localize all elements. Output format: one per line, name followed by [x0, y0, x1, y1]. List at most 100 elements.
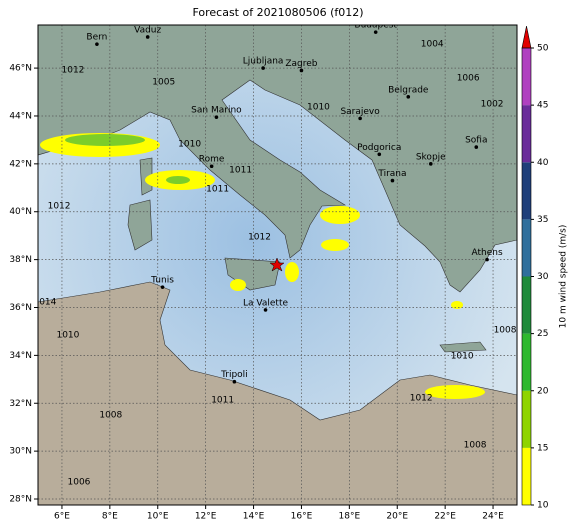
colorbar-tick-label: 15: [537, 443, 548, 453]
isobar-label: 1010: [56, 331, 79, 341]
y-tick-label: 28°N: [9, 495, 32, 505]
title: Forecast of 2021080506 (f012): [192, 6, 363, 19]
x-tick-label: 18°E: [339, 512, 361, 522]
city-label: Zagreb: [285, 59, 317, 69]
land-corsica: [139, 157, 153, 196]
city-dot: [428, 162, 433, 166]
map-labels: 1004 1012 1005 1010 1002 1006 1010 1011 1011 1012…: [33, 21, 517, 488]
city-label: Athens: [471, 248, 502, 258]
wind-patch: [230, 279, 246, 291]
city-label: San Marino: [191, 106, 242, 116]
y-tick-label: 30°N: [9, 447, 32, 457]
city-dot: [373, 30, 378, 34]
wind-patch: [451, 301, 463, 309]
colorbar-tick-label: 25: [537, 329, 548, 339]
city-label: Belgrade: [388, 85, 429, 95]
city-dot: [232, 379, 237, 384]
colorbar: 10 15 20 25 30 35 40 45 50 10 m wind speed (m/s): [521, 25, 569, 511]
map-frame: [37, 24, 518, 506]
isobar-label: 1012: [48, 201, 71, 211]
colorbar-tick-label: 40: [537, 158, 549, 168]
city-dot: [209, 164, 214, 169]
city-label: Rome: [199, 155, 225, 165]
x-tick-label: 8°E: [102, 512, 118, 522]
map-area: 1004 1012 1005 1010 1002 1006 1010 1011 1011 1012…: [33, 21, 517, 505]
land-crete: [439, 341, 487, 353]
colorbar-segment: [522, 48, 531, 106]
y-tick-label: 38°N: [9, 255, 32, 265]
isobar-label: 1008: [494, 325, 517, 335]
x-tick-label: 24°E: [482, 512, 504, 522]
axes: 6°E 8°E 10°E 12°E 14°E 16°E 18°E 20°E 22°E 24°E 28…: [9, 64, 504, 522]
city-label: Tunis: [150, 276, 174, 286]
y-tick-label: 34°N: [9, 351, 32, 361]
city-dot: [485, 257, 489, 262]
city-label: Podgorica: [357, 143, 401, 153]
city-dot: [263, 308, 268, 312]
wind-patch: [320, 206, 360, 224]
city-label: Budapest: [354, 21, 397, 31]
city-dot: [160, 285, 165, 289]
city-dot: [95, 42, 99, 46]
isobar-label: 1012: [62, 66, 85, 76]
colorbar-tick-label: 45: [537, 101, 548, 111]
wind-patch: [65, 134, 145, 146]
colorbar-segment: [522, 276, 531, 334]
x-tick-label: 16°E: [291, 512, 313, 522]
y-tick-label: 36°N: [9, 303, 32, 313]
y-tick-label: 42°N: [9, 159, 32, 169]
colorbar-segment: [522, 333, 531, 391]
city-dot: [358, 116, 362, 121]
isobar-label: 1011: [211, 396, 234, 406]
x-tick-label: 6°E: [54, 512, 70, 522]
colorbar-segment: [522, 219, 531, 277]
colorbar-extend: [521, 25, 532, 49]
colorbar-tick-label: 20: [537, 386, 549, 396]
x-tick-label: 12°E: [195, 512, 217, 522]
colorbar-tick-label: 10: [537, 501, 549, 511]
isobar-label: 1010: [451, 352, 474, 362]
land-sardinia: [127, 199, 153, 251]
isobar-label: 1008: [99, 411, 122, 421]
city-dot: [145, 35, 150, 39]
city-label: Bern: [86, 33, 107, 43]
y-tick-label: 44°N: [9, 111, 32, 121]
city-dot: [377, 152, 382, 157]
colorbar-segment: [522, 162, 531, 220]
isobar-label: 1010: [178, 139, 201, 149]
colorbar-tick-label: 35: [537, 215, 548, 225]
isobar-label: 1011: [206, 184, 229, 194]
isobar-label: 1012: [248, 233, 271, 243]
wind-patch: [321, 239, 349, 251]
city-label: Tripoli: [220, 370, 248, 380]
city-dot: [261, 66, 265, 70]
city-dot: [299, 68, 304, 73]
isobar-label: 1006: [457, 74, 480, 84]
colorbar-tick-label: 50: [537, 44, 549, 54]
colorbar-segment: [522, 447, 531, 505]
city-dot: [214, 115, 219, 119]
location-star: [269, 257, 285, 272]
city-label: Sofia: [465, 136, 487, 146]
isobar-label: 1002: [481, 100, 504, 110]
x-tick-label: 14°E: [243, 512, 265, 522]
y-tick-label: 40°N: [9, 207, 32, 217]
wind-patch: [285, 262, 299, 282]
green-patches: [65, 134, 190, 184]
city-label: Ljubljana: [243, 57, 284, 67]
colorbar-segment: [522, 390, 531, 448]
colorbar-label: 10 m wind speed (m/s): [559, 225, 569, 329]
isobar-label: 1004: [421, 40, 444, 50]
isobar-label: 1014: [33, 297, 56, 307]
isobar-label: 1012: [410, 393, 433, 403]
isobar-label: 1005: [152, 77, 175, 87]
isobar-label: 1010: [307, 103, 330, 113]
wind-patch: [425, 385, 485, 399]
wind-patch: [166, 176, 190, 184]
x-tick-label: 10°E: [147, 512, 169, 522]
city-label: Skopje: [416, 152, 446, 162]
city-dot: [390, 178, 395, 183]
colorbar-tick-label: 30: [537, 272, 549, 282]
city-label: La Valette: [243, 298, 288, 308]
